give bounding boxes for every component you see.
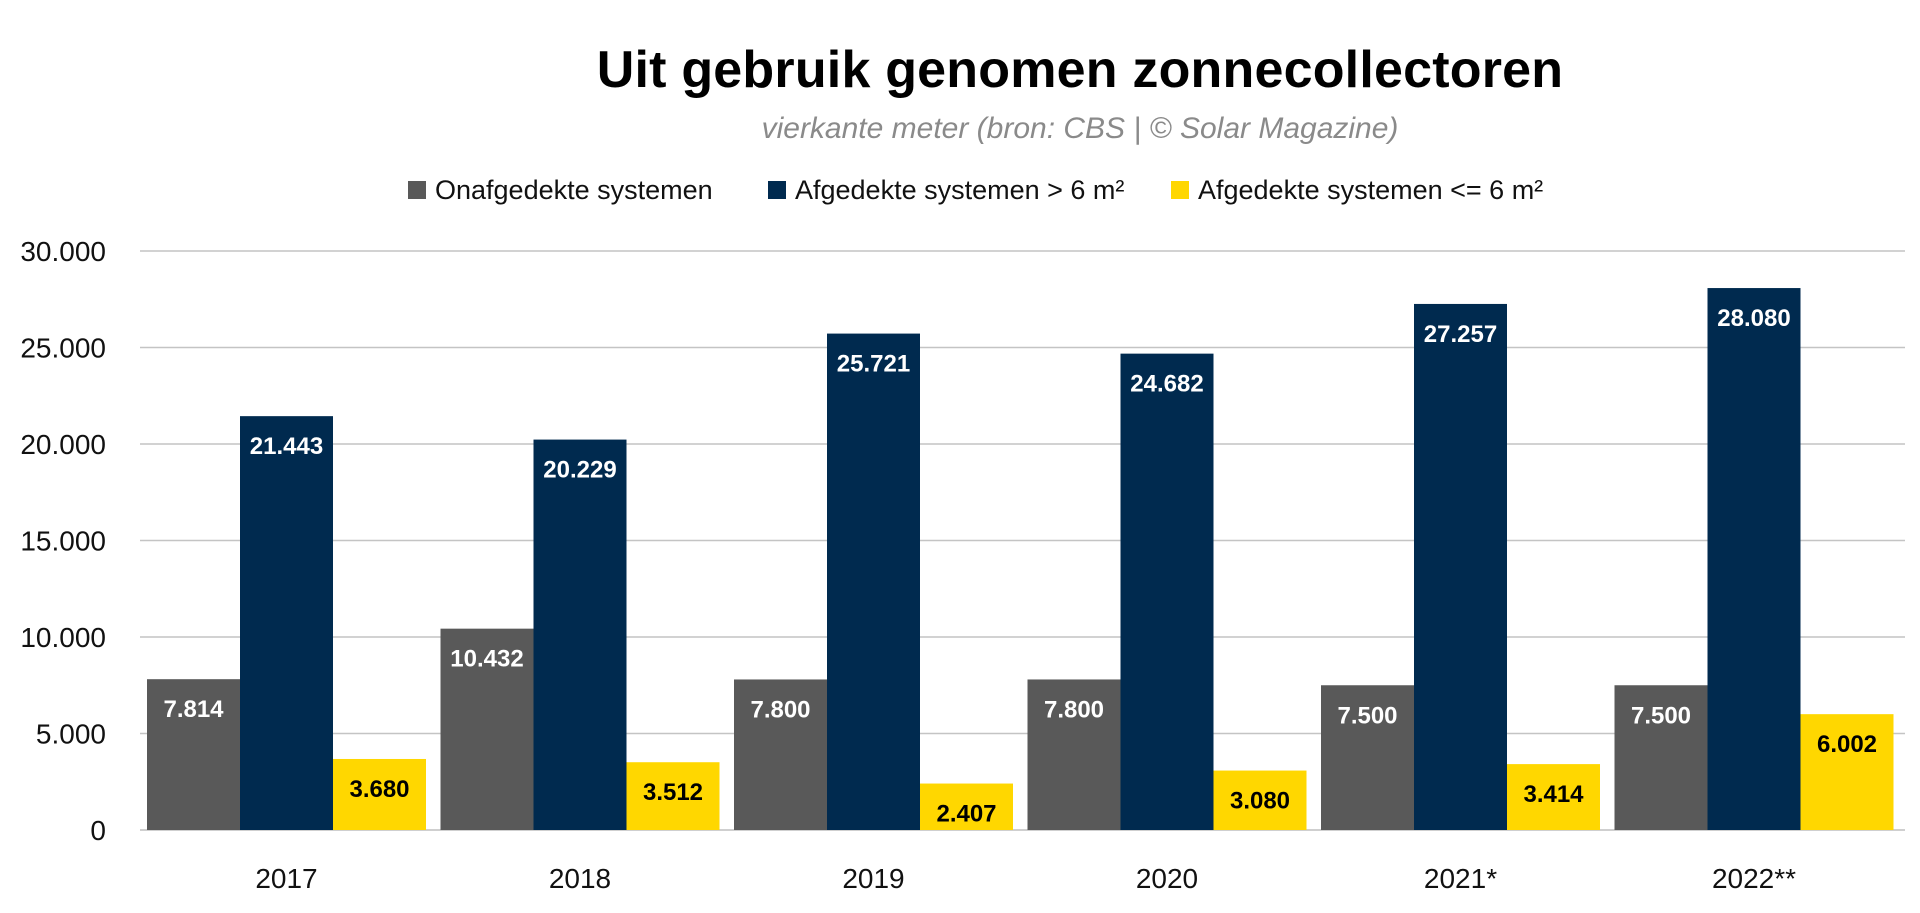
y-tick-label: 10.000 xyxy=(20,622,106,653)
chart-subtitle: vierkante meter (bron: CBS | © Solar Mag… xyxy=(761,112,1399,145)
legend-label-onafgedekte: Onafgedekte systemen xyxy=(435,174,713,205)
bar xyxy=(1507,764,1600,830)
data-label: 3.680 xyxy=(349,776,409,803)
x-tick-label: 2018 xyxy=(549,863,611,894)
legend-item-onafgedekte: Onafgedekte systemen xyxy=(408,170,713,210)
y-tick-label: 20.000 xyxy=(20,429,106,460)
data-label: 21.443 xyxy=(250,433,323,460)
data-label: 7.814 xyxy=(163,696,224,723)
data-label: 2.407 xyxy=(936,801,996,828)
legend-label-afgedekte-klein: Afgedekte systemen <= 6 m² xyxy=(1198,174,1544,205)
legend-label-afgedekte-groot: Afgedekte systemen > 6 m² xyxy=(795,174,1125,205)
bar xyxy=(734,679,827,830)
legend-swatch-afgedekte-klein xyxy=(1171,181,1189,199)
data-label: 7.800 xyxy=(750,696,810,723)
chart-title: Uit gebruik genomen zonnecollectoren xyxy=(596,41,1564,99)
data-label: 3.512 xyxy=(643,779,703,806)
bar xyxy=(147,679,240,830)
data-label: 7.500 xyxy=(1631,702,1691,729)
bar xyxy=(626,762,720,830)
legend-swatch-onafgedekte xyxy=(408,181,426,199)
x-tick-label: 2022** xyxy=(1712,863,1796,894)
data-label: 27.257 xyxy=(1424,321,1497,348)
data-label: 3.414 xyxy=(1523,781,1584,808)
bar xyxy=(1614,685,1708,830)
data-label: 7.800 xyxy=(1044,696,1104,723)
bar xyxy=(1120,353,1214,830)
y-tick-label: 5.000 xyxy=(36,719,106,750)
data-label: 28.080 xyxy=(1717,305,1790,332)
legend-item-afgedekte-klein: Afgedekte systemen <= 6 m² xyxy=(1171,170,1543,210)
bar xyxy=(827,333,920,830)
y-tick-label: 0 xyxy=(90,815,106,846)
data-label: 20.229 xyxy=(543,457,616,484)
bar xyxy=(1414,303,1507,830)
bar xyxy=(1027,679,1121,830)
bar xyxy=(333,758,426,830)
chart-legend: Onafgedekte systemen Afgedekte systemen … xyxy=(0,170,1920,210)
bar xyxy=(240,416,333,830)
data-label: 6.002 xyxy=(1817,731,1877,758)
bar xyxy=(440,628,534,830)
data-label: 10.432 xyxy=(450,646,523,673)
bar xyxy=(920,783,1013,830)
bar xyxy=(1707,288,1801,830)
legend-swatch-afgedekte-groot xyxy=(768,181,786,199)
x-tick-label: 2019 xyxy=(842,863,904,894)
data-label: 3.080 xyxy=(1230,788,1290,815)
data-label: 7.500 xyxy=(1337,702,1397,729)
x-tick-label: 2017 xyxy=(255,863,317,894)
bar xyxy=(1213,770,1307,830)
x-tick-label: 2021* xyxy=(1424,863,1497,894)
bar xyxy=(1321,685,1414,830)
x-tick-label: 2020 xyxy=(1136,863,1198,894)
bar xyxy=(533,439,627,830)
y-tick-label: 25.000 xyxy=(20,333,106,364)
legend-item-afgedekte-groot: Afgedekte systemen > 6 m² xyxy=(768,170,1124,210)
data-label: 24.682 xyxy=(1130,371,1203,398)
y-tick-label: 30.000 xyxy=(20,236,106,267)
bar xyxy=(1800,714,1894,830)
data-label: 25.721 xyxy=(837,351,910,378)
y-tick-label: 15.000 xyxy=(20,526,106,557)
